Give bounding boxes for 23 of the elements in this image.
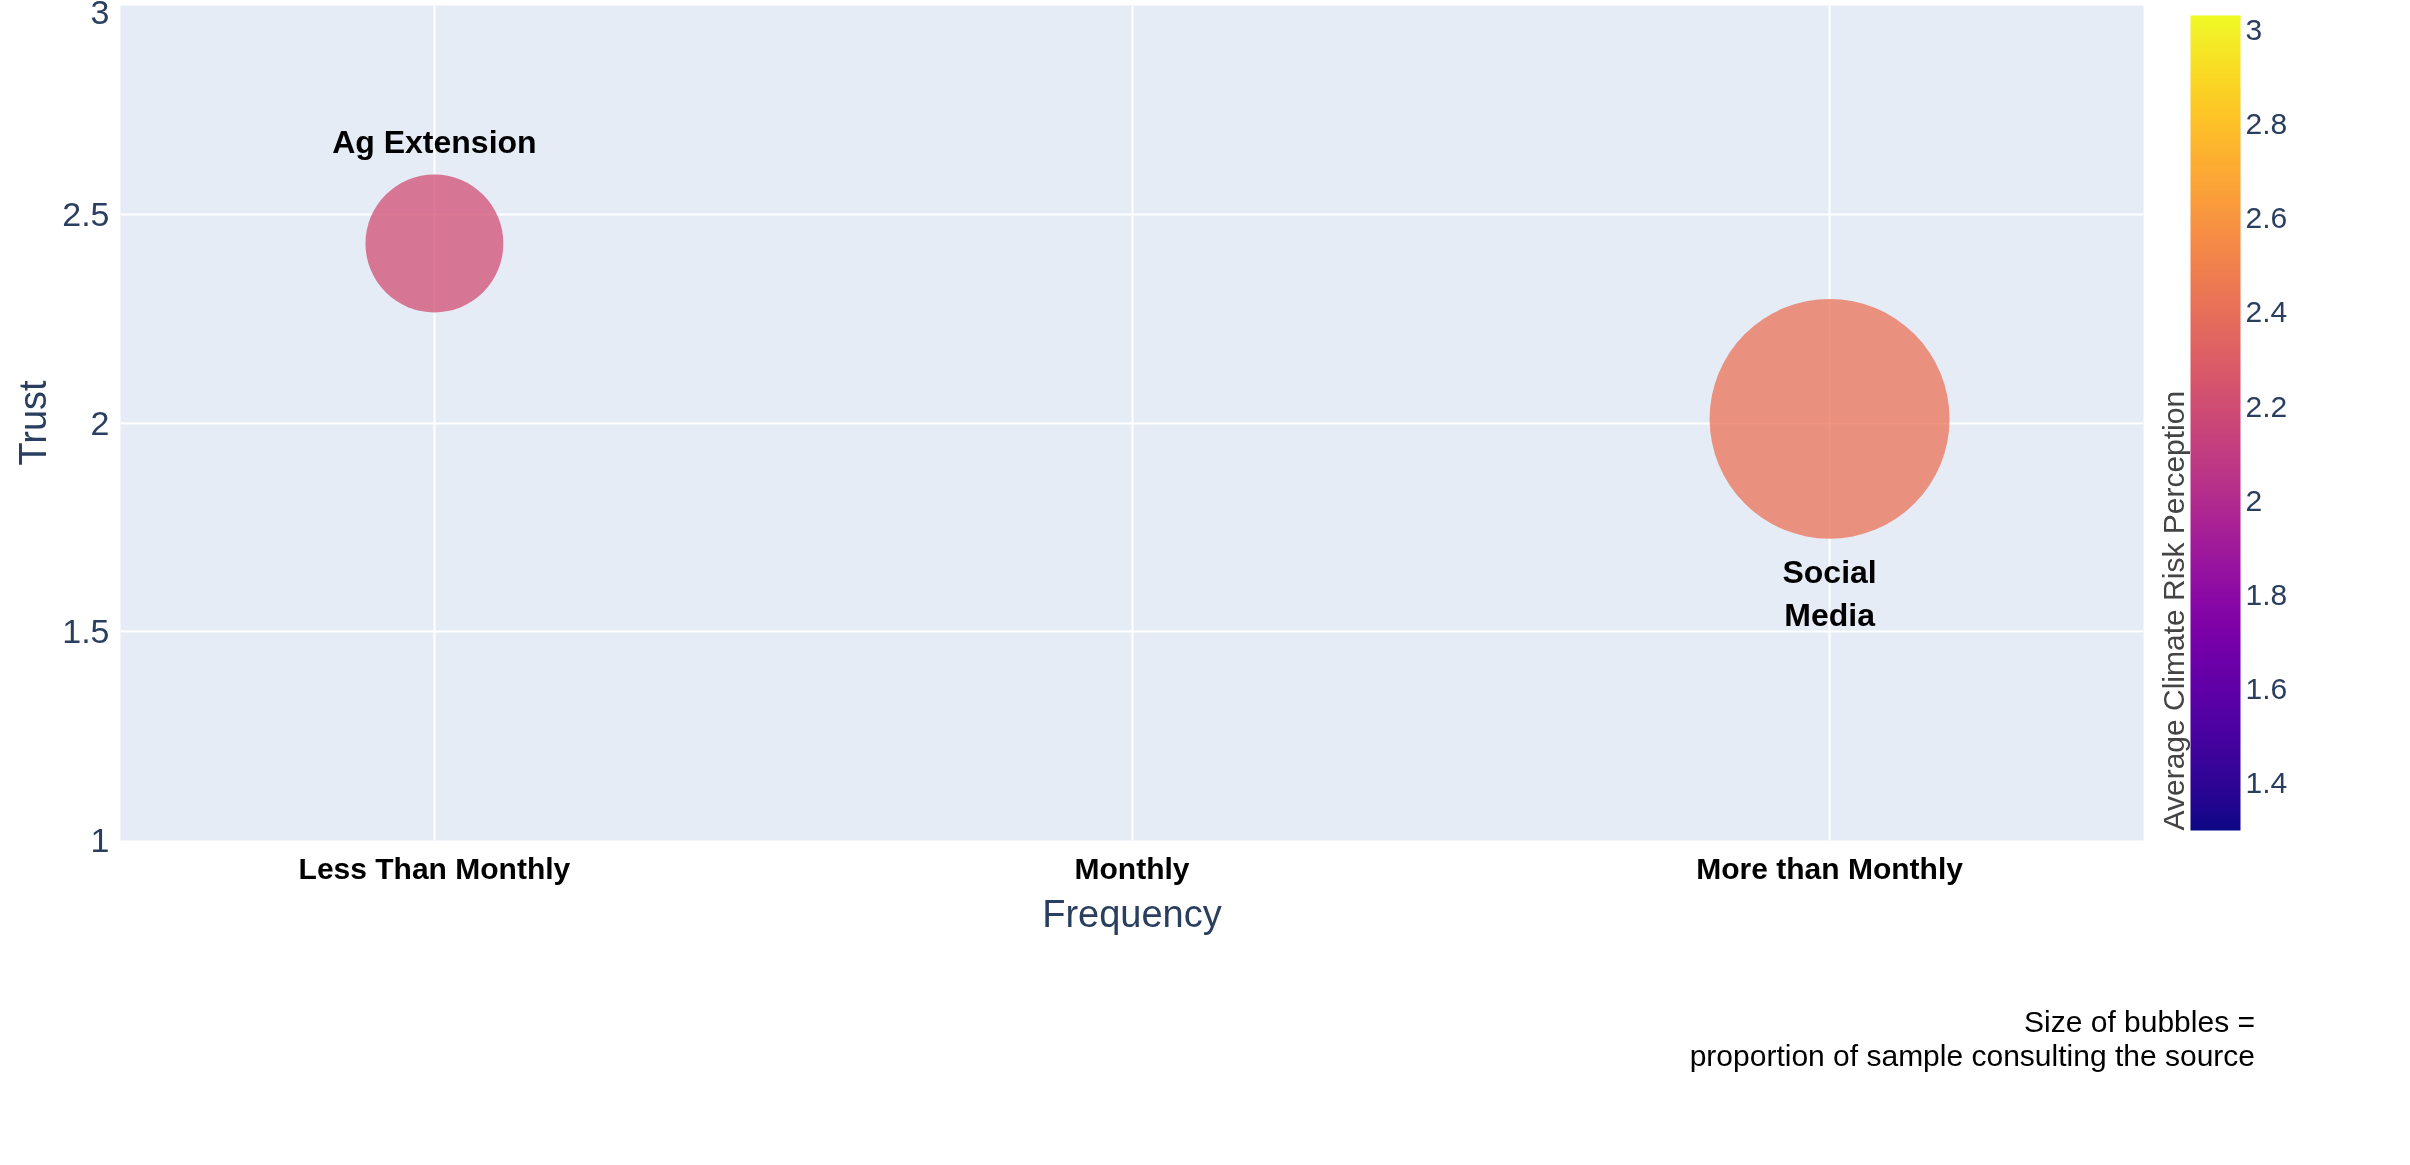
x-axis-title: Frequency [1042, 892, 1222, 935]
series-label: Ag Extension [332, 123, 537, 160]
color-bar-label: 2.6 [2245, 201, 2288, 235]
x-tick-label: Monthly [1074, 851, 1190, 885]
color-bar-label: 2 [2245, 483, 2263, 517]
y-tick-label: 1 [90, 821, 110, 859]
y-tick-label: 2.5 [62, 194, 110, 233]
color-bar-title: Average Climate Risk Perception [2156, 390, 2190, 831]
color-bar-label: 2.2 [2245, 389, 2288, 423]
x-tick-label: Less Than Monthly [298, 851, 571, 885]
color-bar-label: 2.8 [2245, 106, 2288, 140]
color-bar-label: 3 [2245, 12, 2263, 46]
color-bar-label: 1.8 [2245, 577, 2288, 611]
color-bar-label: 2.4 [2245, 295, 2288, 329]
y-tick-label: 3 [90, 0, 110, 31]
color-bar-label: 1.6 [2245, 672, 2288, 706]
text: Size of bubbles = proportion of sample consulting the source [1688, 1005, 2255, 1073]
y-tick-label: 1.5 [62, 612, 110, 651]
color-bar-label: 1.4 [2245, 766, 2288, 800]
y-tick-label: 2 [90, 403, 110, 442]
series-label: Social Media [1782, 553, 1877, 634]
x-tick-label: More than Monthly [1696, 851, 1964, 885]
y-axis-title: Trust [12, 379, 55, 466]
